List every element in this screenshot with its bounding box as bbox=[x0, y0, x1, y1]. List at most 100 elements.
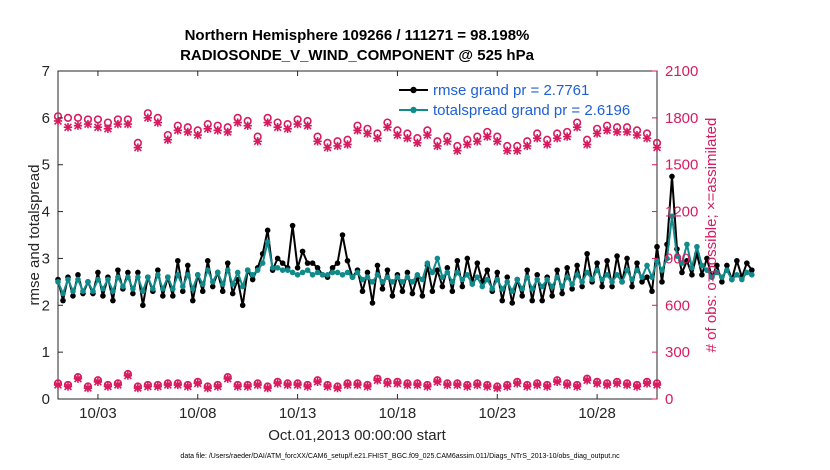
totalspread-point bbox=[85, 279, 91, 285]
obs-assimilated-marker bbox=[473, 137, 482, 146]
totalspread-point bbox=[414, 272, 421, 278]
rmse-point bbox=[419, 293, 426, 299]
totalspread-point bbox=[724, 267, 730, 273]
obs-assimilated-marker bbox=[652, 380, 662, 390]
totalspread-point bbox=[654, 257, 660, 264]
rmse-point bbox=[279, 260, 286, 266]
obs-assimilated-marker bbox=[572, 123, 582, 132]
obs-assimilated-marker bbox=[503, 382, 512, 391]
rmse-point bbox=[379, 286, 386, 292]
totalspread-point bbox=[199, 281, 206, 288]
totalspread-point bbox=[739, 276, 745, 283]
obs-assimilated-marker bbox=[93, 377, 103, 387]
totalspread-point bbox=[299, 269, 306, 276]
totalspread-point bbox=[269, 265, 276, 271]
totalspread-point bbox=[314, 269, 321, 276]
y-left-tick-label: 1 bbox=[42, 344, 50, 361]
y-right-tick-label: 1800 bbox=[665, 110, 698, 127]
rmse-point bbox=[679, 269, 685, 276]
totalspread-point bbox=[544, 276, 550, 283]
rmse-point bbox=[199, 288, 206, 295]
obs-assimilated-marker bbox=[233, 118, 242, 127]
totalspread-point bbox=[639, 274, 645, 280]
obs-assimilated-marker bbox=[582, 376, 592, 385]
rmse-point bbox=[249, 276, 256, 283]
totalspread-point bbox=[100, 286, 106, 292]
totalspread-point bbox=[714, 269, 720, 276]
totalspread-point bbox=[209, 279, 216, 285]
chart-title-line2: RADIOSONDE_V_WIND_COMPONENT @ 525 hPa bbox=[180, 47, 535, 64]
totalspread-point bbox=[110, 288, 116, 295]
totalspread-point bbox=[624, 267, 630, 273]
totalspread-point bbox=[384, 274, 391, 280]
totalspread-point bbox=[564, 274, 570, 280]
obs-assimilated-marker bbox=[523, 141, 532, 151]
obs-assimilated-marker bbox=[173, 380, 182, 390]
totalspread-point bbox=[734, 272, 740, 278]
obs-assimilated-marker bbox=[383, 379, 392, 388]
totalspread-point bbox=[344, 269, 351, 276]
totalspread-point bbox=[409, 279, 416, 285]
y-right-tick-label: 0 bbox=[665, 391, 673, 408]
totalspread-point bbox=[729, 276, 735, 283]
obs-assimilated-marker bbox=[133, 143, 143, 152]
obs-assimilated-marker bbox=[513, 379, 522, 388]
obs-assimilated-marker bbox=[562, 132, 572, 141]
obs-assimilated-marker bbox=[552, 377, 562, 387]
totalspread-point bbox=[374, 272, 381, 278]
totalspread-point bbox=[649, 274, 655, 280]
obs-assimilated-marker bbox=[153, 382, 163, 391]
obs-assimilated-marker bbox=[193, 379, 202, 388]
obs-assimilated-marker bbox=[632, 130, 642, 140]
rmse-point bbox=[564, 265, 570, 271]
rmse-point bbox=[125, 269, 131, 276]
rmse-point bbox=[494, 269, 501, 276]
totalspread-point bbox=[284, 267, 291, 273]
rmse-point bbox=[554, 267, 560, 273]
totalspread-point bbox=[719, 274, 725, 280]
obs-assimilated-marker bbox=[453, 146, 462, 155]
obs-assimilated-marker bbox=[123, 371, 133, 380]
obs-assimilated-marker bbox=[253, 380, 262, 390]
rmse-point bbox=[474, 260, 481, 266]
obs-assimilated-marker bbox=[263, 118, 272, 127]
rmse-point bbox=[219, 288, 226, 295]
rmse-point bbox=[434, 267, 441, 273]
rmse-point bbox=[289, 222, 296, 229]
totalspread-point bbox=[90, 288, 96, 295]
obs-assimilated-marker bbox=[443, 137, 452, 146]
totalspread-point bbox=[170, 286, 176, 292]
obs-assimilated-marker bbox=[223, 127, 232, 137]
y-right-tick-label: 1500 bbox=[665, 157, 698, 174]
obs-assimilated-marker bbox=[642, 133, 652, 143]
rmse-point bbox=[549, 293, 555, 299]
totalspread-point bbox=[424, 260, 431, 266]
obs-assimilated-marker bbox=[652, 143, 662, 152]
obs-assimilated-marker bbox=[503, 146, 512, 155]
totalspread-point bbox=[584, 269, 590, 276]
totalspread-point bbox=[55, 279, 61, 285]
obs-assimilated-marker bbox=[433, 377, 442, 387]
obs-assimilated-marker bbox=[163, 380, 173, 390]
obs-assimilated-marker bbox=[413, 380, 422, 390]
totalspread-point bbox=[569, 281, 575, 288]
obs-assimilated-marker bbox=[243, 382, 252, 391]
rmse-point bbox=[110, 297, 116, 304]
obs-assimilated-marker bbox=[542, 140, 552, 149]
totalspread-point bbox=[349, 274, 356, 280]
totalspread-point bbox=[364, 274, 371, 280]
totalspread-point bbox=[329, 269, 336, 276]
totalspread-point bbox=[279, 267, 286, 273]
totalspread-point bbox=[529, 286, 536, 292]
totalspread-point bbox=[155, 272, 161, 278]
totalspread-point bbox=[479, 283, 486, 290]
totalspread-point bbox=[534, 276, 540, 283]
obs-possible-marker bbox=[63, 113, 73, 122]
obs-assimilated-marker bbox=[542, 382, 552, 391]
obs-assimilated-marker bbox=[343, 140, 352, 149]
obs-assimilated-marker bbox=[453, 380, 462, 390]
obs-assimilated-marker bbox=[622, 380, 632, 390]
obs-assimilated-marker bbox=[203, 383, 212, 393]
totalspread-point bbox=[60, 290, 66, 297]
rmse-point bbox=[339, 232, 346, 238]
